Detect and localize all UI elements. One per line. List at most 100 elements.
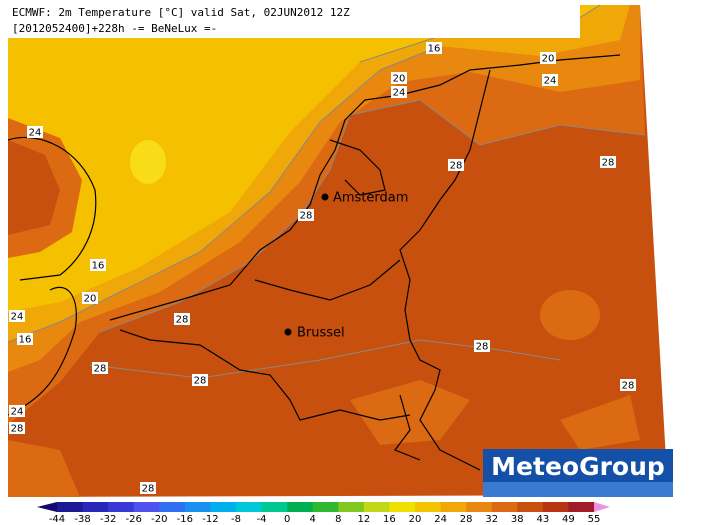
colorbar-label: -38 — [74, 514, 90, 525]
contour-labels: 16 20 20 24 24 24 28 28 28 16 20 24 16 28 28 28 28 28 24 28… — [9, 42, 636, 495]
contour-label-box — [82, 292, 98, 304]
colorbar-swatch — [236, 502, 263, 512]
colorbar-swatch — [108, 502, 135, 512]
contour-label: 28 — [94, 364, 107, 375]
contour-label-box — [391, 72, 407, 84]
colorbar-label: -8 — [231, 514, 241, 525]
field-uk-inner — [8, 140, 60, 235]
contour-label-box — [9, 310, 25, 322]
contour-label-box — [92, 362, 108, 374]
colorbar-swatch — [184, 502, 211, 512]
colorbar-end — [594, 502, 610, 512]
contour — [7, 45, 441, 343]
contour-label: 16 — [19, 335, 32, 346]
contour-label: 16 — [92, 261, 105, 272]
border — [394, 394, 421, 461]
colorbar-swatch — [159, 502, 186, 512]
contour — [99, 99, 646, 333]
colorbar-label: 32 — [485, 514, 498, 525]
colorbar-label: -32 — [100, 514, 116, 525]
contour-label: 20 — [542, 54, 555, 65]
city-dot — [321, 193, 329, 201]
contour-label: 20 — [84, 294, 97, 305]
contour-label-box — [474, 340, 490, 352]
contour-label: 28 — [176, 315, 189, 326]
field-patch — [560, 395, 640, 450]
colorbar-label: -44 — [49, 514, 65, 525]
contour-label-box — [174, 313, 190, 325]
colorbar-label: -20 — [151, 514, 167, 525]
colorbar-label: -26 — [126, 514, 142, 525]
colorbar-swatch — [440, 502, 467, 512]
contour-label: 28 — [194, 376, 207, 387]
contour-label-box — [391, 86, 407, 98]
contour-label-box — [9, 422, 25, 434]
colorbar-label: 28 — [460, 514, 473, 525]
contour-label-box — [426, 42, 442, 54]
city-dot — [284, 328, 292, 336]
contour-label-box — [27, 126, 43, 138]
contour-label-box — [540, 52, 556, 64]
contour-label: 24 — [29, 128, 42, 139]
colorbar-swatch — [57, 502, 84, 512]
city-label: Brussel — [297, 326, 345, 341]
contour-label: 28 — [602, 158, 615, 169]
contour-label-box — [9, 405, 25, 417]
colorbar-label: 38 — [511, 514, 524, 525]
contour-label-box — [140, 482, 156, 494]
contour-label: 24 — [11, 312, 24, 323]
border — [254, 259, 401, 301]
city-label: Amsterdam — [333, 191, 408, 206]
colorbar-label: 0 — [284, 514, 290, 525]
contour-label-box — [620, 379, 636, 391]
borders — [7, 54, 621, 471]
contour-label: 28 — [11, 424, 24, 435]
contour-label-box — [90, 259, 106, 271]
contour-label-box — [600, 156, 616, 168]
colorbar-swatch — [491, 502, 518, 512]
logo-band — [483, 482, 673, 497]
colorbar-label: -12 — [202, 514, 218, 525]
logo: MeteoGroup — [491, 452, 665, 481]
colorbar-label: 49 — [562, 514, 575, 525]
field-sea — [8, 5, 600, 312]
header-line: [2012052400]+228h -= BeNeLux =- — [12, 22, 217, 35]
contour-label-box — [298, 209, 314, 221]
colorbar-swatch — [338, 502, 365, 512]
contour-label-box — [17, 333, 33, 345]
colorbar-swatch — [287, 502, 314, 512]
colorbar-swatch — [466, 502, 493, 512]
colorbar-swatch — [133, 502, 160, 512]
contour — [89, 339, 561, 379]
field-patch — [540, 290, 600, 340]
colorbar-swatch — [568, 502, 595, 512]
colorbar-label: 24 — [434, 514, 447, 525]
colorbar-label: 12 — [357, 514, 370, 525]
header-line: ECMWF: 2m Temperature [°C] valid Sat, 02… — [12, 6, 350, 19]
map-field — [8, 5, 668, 497]
contour-label: 28 — [476, 342, 489, 353]
contour-label: 16 — [428, 44, 441, 55]
contour-label-box — [192, 374, 208, 386]
field-warm-spot — [130, 140, 166, 184]
coastline — [109, 54, 621, 321]
coastline — [7, 286, 77, 416]
colorbar-swatch — [210, 502, 237, 512]
coastline — [7, 136, 97, 281]
header-box — [8, 5, 580, 38]
contour-label: 24 — [393, 88, 406, 99]
contour-label-box — [448, 159, 464, 171]
colorbar-swatch — [415, 502, 442, 512]
colorbar-swatch — [261, 502, 288, 512]
colorbar-label: 20 — [409, 514, 422, 525]
contour-label: 28 — [142, 484, 155, 495]
colorbar-label: -16 — [177, 514, 193, 525]
contour-label: 28 — [300, 211, 313, 222]
contour-label: 28 — [622, 381, 635, 392]
colorbar-swatch — [542, 502, 569, 512]
colorbar-swatch — [82, 502, 109, 512]
contour-label: 20 — [393, 74, 406, 85]
colorbar-end — [37, 502, 57, 512]
contour-label: 24 — [544, 76, 557, 87]
